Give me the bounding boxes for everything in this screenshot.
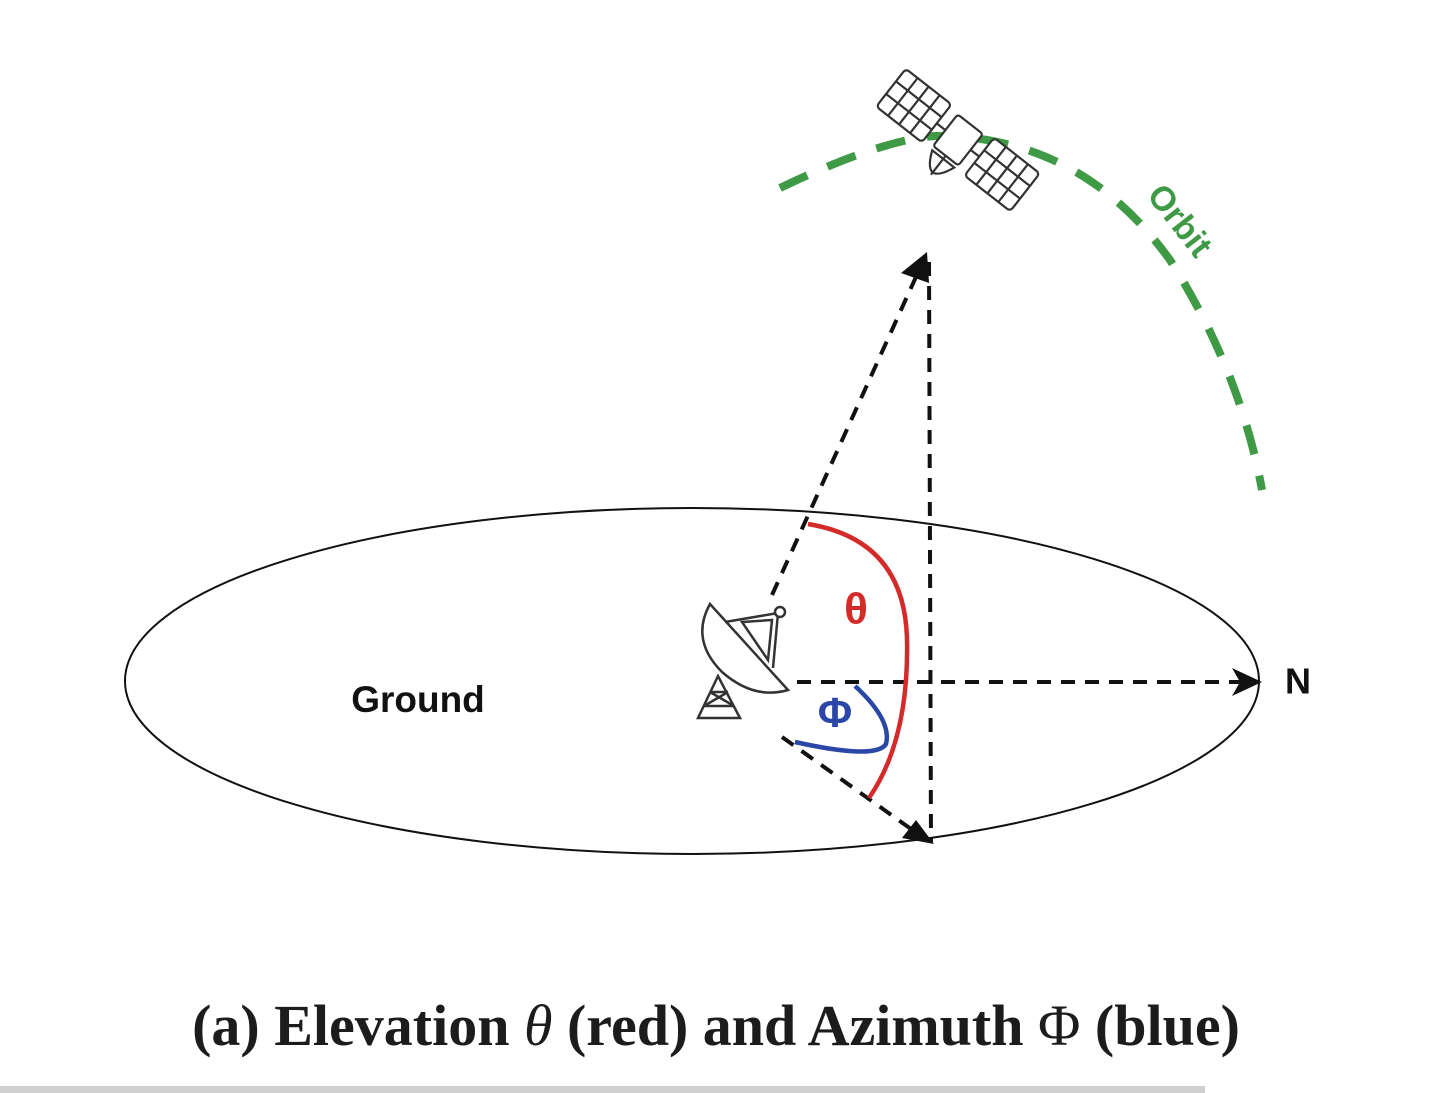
north-label: N (1285, 661, 1311, 702)
orbit-label: Orbit (1140, 177, 1220, 264)
satellite-icon (876, 69, 1040, 211)
orbit-path (778, 131, 1266, 491)
azimuth-arc (794, 684, 890, 754)
ground-projection-arrowhead (902, 820, 934, 844)
caption-suffix: (blue) (1094, 993, 1240, 1058)
caption-middle: (red) and Azimuth (566, 993, 1024, 1058)
line-of-sight (770, 267, 922, 596)
line-of-sight-arrowhead (901, 252, 929, 283)
caption-theta-symbol: θ (523, 993, 553, 1058)
satellite-dish-icon (696, 601, 791, 720)
figure-caption: (a) Elevation θ (red) and Azimuth Φ (blu… (0, 992, 1432, 1059)
ground-projection-line (780, 735, 920, 836)
ground-label: Ground (351, 679, 485, 720)
bottom-scroll-bar (0, 1086, 1205, 1093)
caption-prefix: (a) Elevation (192, 993, 510, 1058)
vertical-projection-line (927, 261, 933, 844)
azimuth-label: Φ (818, 689, 852, 736)
north-arrowhead (1232, 668, 1262, 696)
caption-phi-symbol: Φ (1037, 993, 1081, 1058)
elevation-label: θ (844, 585, 868, 634)
elevation-arc (807, 521, 910, 800)
